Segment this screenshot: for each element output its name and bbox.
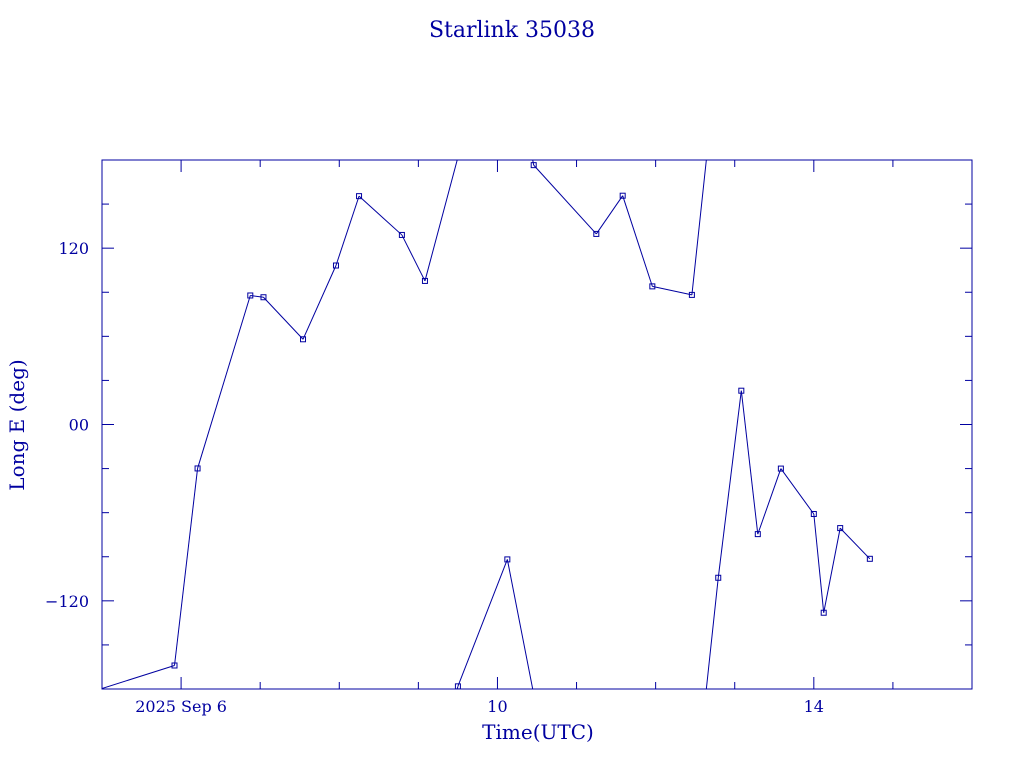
- y-tick-label: 120: [58, 239, 89, 258]
- series-line-segment: [691, 160, 719, 689]
- data-point: [688, 291, 695, 298]
- series-line-segment: [839, 527, 871, 560]
- data-point: [194, 465, 201, 472]
- data-point: [260, 294, 267, 301]
- series-line-segment: [757, 468, 782, 535]
- data-point: [649, 283, 656, 290]
- data-point: [454, 683, 461, 689]
- y-tick-label: 00: [69, 416, 89, 435]
- series-line-segment: [717, 390, 742, 578]
- data-point: [866, 555, 873, 562]
- plot-frame: [101, 159, 973, 690]
- series-line-segment: [263, 296, 304, 340]
- x-axis-label: Time(UTC): [482, 720, 594, 744]
- data-point: [398, 231, 405, 238]
- series-line-segment: [424, 160, 459, 689]
- x-tick-label: 10: [487, 697, 507, 716]
- data-point: [810, 510, 817, 517]
- data-point: [777, 465, 784, 472]
- series-line-segment: [457, 559, 508, 687]
- data-point: [619, 192, 626, 199]
- data-point: [754, 531, 761, 538]
- chart-title: Starlink 35038: [429, 18, 595, 43]
- data-point: [820, 609, 827, 616]
- series-line-segment: [533, 164, 597, 235]
- series-line-segment: [197, 295, 251, 469]
- data-point: [356, 193, 363, 200]
- series-line-segment: [622, 195, 653, 287]
- series-line-segment: [302, 265, 337, 340]
- series-line-segment: [401, 234, 426, 282]
- y-tick-label: −120: [45, 592, 89, 611]
- series-line-segment: [652, 285, 692, 296]
- data-point: [593, 230, 600, 237]
- data-point: [332, 262, 339, 269]
- data-point: [504, 556, 511, 563]
- x-tick-label: 2025 Sep 6: [135, 697, 227, 716]
- data-point: [247, 292, 254, 299]
- data-point: [171, 662, 178, 669]
- series-line-segment: [823, 528, 841, 613]
- series-line-segment: [174, 468, 199, 666]
- data-point: [715, 574, 722, 581]
- series-line-segment: [740, 390, 759, 535]
- series-line-segment: [102, 665, 175, 689]
- x-tick-label: 14: [804, 697, 824, 716]
- data-point: [530, 162, 537, 169]
- series-line-segment: [595, 195, 624, 235]
- data-point: [421, 277, 428, 284]
- data-point: [300, 336, 307, 343]
- series-line-segment: [358, 195, 403, 236]
- data-point: [837, 525, 844, 532]
- y-axis-label: Long E (deg): [5, 359, 29, 490]
- series-line-segment: [506, 160, 535, 689]
- data-point: [60, 170, 65, 175]
- series-line-segment: [335, 195, 360, 266]
- data-point: [738, 387, 745, 394]
- series-line-segment: [780, 468, 815, 515]
- series-line-segment: [813, 513, 825, 613]
- series-line-segment: [250, 294, 264, 298]
